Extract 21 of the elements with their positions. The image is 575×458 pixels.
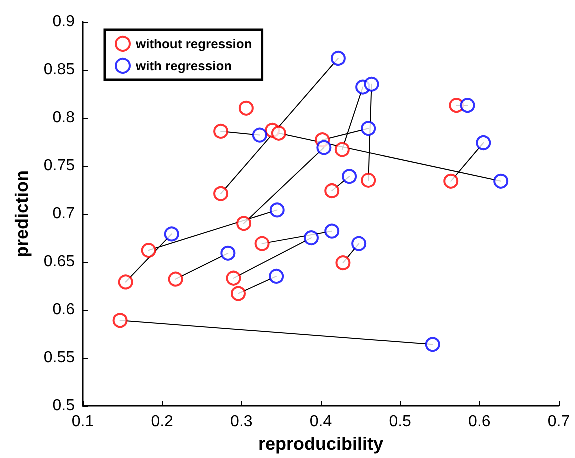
x-tick-label: 0.1 [72,414,94,431]
y-tick-label: 0.75 [44,158,76,175]
y-tick-label: 0.5 [52,398,76,415]
y-tick-label: 0.6 [52,302,76,319]
x-tick-label: 0.6 [468,414,491,431]
y-tick-label: 0.65 [44,254,76,271]
x-axis-title: reproducibility [258,434,384,454]
y-axis-title: prediction [12,170,32,258]
x-tick-label: 0.3 [230,414,253,431]
x-tick-label: 0.7 [548,414,570,431]
y-tick-label: 0.9 [52,14,76,30]
legend-label: with regression [135,58,232,74]
y-tick-label: 0.8 [52,110,76,127]
y-tick-label: 0.55 [44,350,76,367]
x-tick-label: 0.5 [389,414,412,431]
y-tick-label: 0.7 [52,206,76,223]
x-tick-label: 0.4 [310,414,332,431]
point [330,50,346,66]
legend-label: without regression [135,36,252,52]
y-tick-label: 0.85 [44,62,76,79]
x-tick-label: 0.2 [151,414,174,431]
